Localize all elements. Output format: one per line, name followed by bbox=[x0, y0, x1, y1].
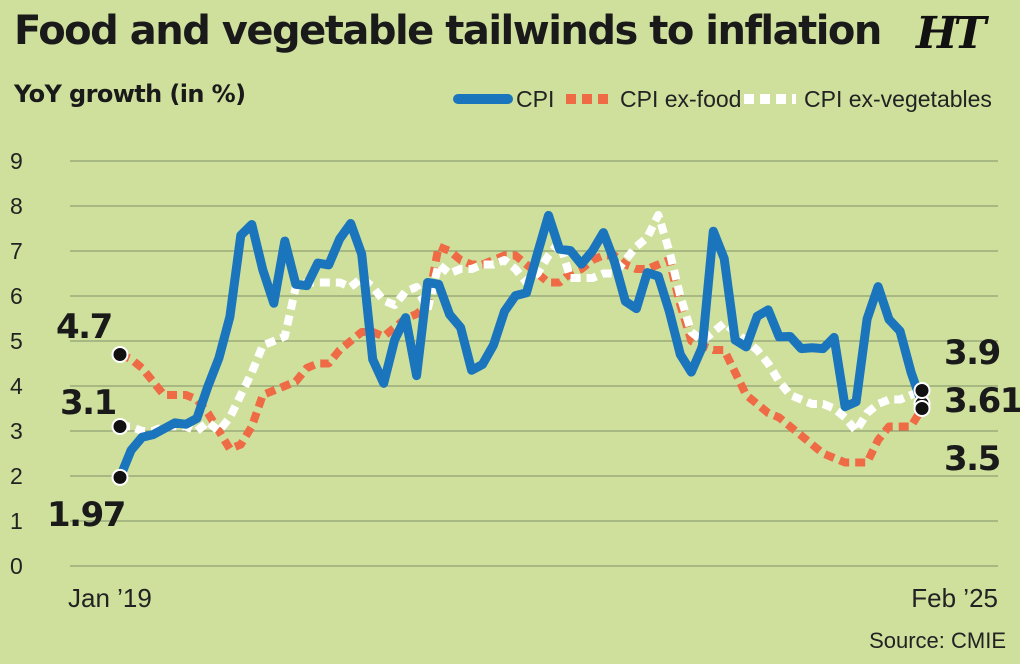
legend: CPI CPI ex-food CPI ex-vegetables bbox=[453, 86, 992, 112]
x-axis-ticks: Jan ’19 Feb ’25 bbox=[68, 583, 998, 613]
end-marker bbox=[913, 400, 931, 417]
series-line-cpi-ex-food bbox=[118, 242, 926, 467]
start-marker bbox=[111, 346, 129, 363]
end-marker bbox=[913, 382, 931, 399]
value-label: 3.9 bbox=[944, 333, 1000, 373]
y-tick-label: 9 bbox=[10, 148, 23, 174]
y-tick-label: 1 bbox=[10, 508, 23, 534]
ht-logo: HT bbox=[916, 8, 986, 59]
start-marker bbox=[111, 468, 129, 486]
series-line-cpi bbox=[115, 210, 927, 482]
legend-label: CPI ex-food bbox=[620, 86, 741, 112]
value-annotations: 4.7 3.1 1.97 3.9 3.61 3.5 bbox=[47, 307, 1020, 535]
y-axis-label: YoY growth (in %) bbox=[14, 80, 246, 108]
value-label: 1.97 bbox=[47, 495, 125, 535]
y-tick-label: 0 bbox=[10, 553, 23, 579]
legend-label: CPI bbox=[516, 86, 554, 112]
y-tick-label: 7 bbox=[10, 238, 23, 264]
value-label: 4.7 bbox=[56, 307, 112, 347]
y-axis-ticks: 0 1 2 3 4 5 6 7 8 9 bbox=[10, 148, 23, 579]
y-tick-label: 6 bbox=[10, 283, 23, 309]
y-tick-label: 3 bbox=[10, 418, 23, 444]
legend-label: CPI ex-vegetables bbox=[804, 86, 992, 112]
series-line-cpi-ex-vegetables bbox=[120, 211, 924, 435]
chart-title: Food and vegetable tailwinds to inflatio… bbox=[14, 8, 882, 54]
y-tick-label: 8 bbox=[10, 193, 23, 219]
value-label: 3.1 bbox=[60, 383, 116, 423]
y-tick-label: 4 bbox=[10, 373, 23, 399]
y-tick-label: 5 bbox=[10, 328, 23, 354]
value-label: 3.61 bbox=[944, 381, 1020, 421]
series-lines bbox=[115, 210, 927, 482]
end-markers bbox=[111, 346, 931, 486]
value-label: 3.5 bbox=[944, 439, 1000, 479]
x-tick-label-end: Feb ’25 bbox=[911, 583, 998, 613]
y-tick-label: 2 bbox=[10, 463, 23, 489]
start-marker bbox=[111, 418, 129, 435]
source-note: Source: CMIE bbox=[869, 628, 1006, 653]
x-tick-label-start: Jan ’19 bbox=[68, 583, 152, 613]
